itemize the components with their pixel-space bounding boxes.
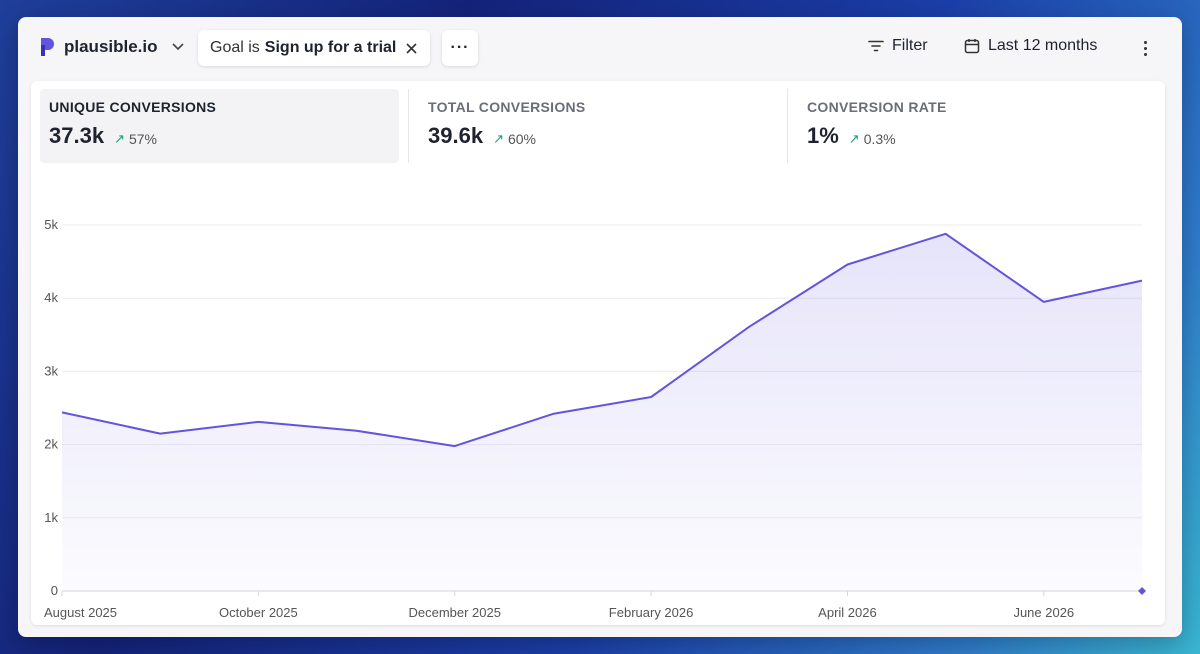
filter-label: Filter (892, 37, 928, 54)
arrow-up-right-icon: ↗ (848, 131, 860, 146)
metric-unique-conversions[interactable]: UNIQUE CONVERSIONS 37.3k ↗ 57% (40, 89, 399, 163)
x-tick-label: December 2025 (408, 605, 501, 620)
site-switcher[interactable]: plausible.io (38, 37, 184, 57)
current-period-marker (1138, 587, 1146, 595)
divider (408, 89, 409, 163)
series-area (62, 233, 1142, 592)
y-tick-label: 3k (44, 363, 58, 378)
y-tick-label: 5k (44, 217, 58, 232)
kebab-menu-icon[interactable] (1136, 37, 1154, 59)
chevron-down-icon (171, 43, 184, 51)
y-tick-label: 1k (44, 510, 58, 525)
metric-label: UNIQUE CONVERSIONS (49, 99, 217, 115)
more-label: ··· (450, 39, 470, 56)
metric-change: 57% (128, 131, 157, 147)
metric-conversion-rate[interactable]: CONVERSION RATE 1% ↗ 0.3% (798, 89, 1158, 163)
filter-button[interactable]: Filter (868, 37, 928, 55)
filter-value: Sign up for a trial (264, 39, 397, 56)
metric-total-conversions[interactable]: TOTAL CONVERSIONS 39.6k ↗ 60% (419, 89, 779, 163)
metric-label: TOTAL CONVERSIONS (428, 99, 586, 115)
top-bar: plausible.io Goal is Sign up for a trial… (18, 17, 1182, 79)
x-tick-label: February 2026 (609, 605, 694, 620)
plausible-logo-icon (41, 38, 54, 56)
dashboard-card: UNIQUE CONVERSIONS 37.3k ↗ 57% TOTAL CONV… (31, 81, 1165, 625)
y-tick-label: 4k (44, 290, 58, 305)
x-tick-label: April 2026 (818, 605, 877, 620)
calendar-icon (964, 39, 980, 54)
date-range-picker[interactable]: Last 12 months (964, 37, 1097, 55)
metric-value: 37.3k (49, 123, 105, 148)
site-name: plausible.io (64, 37, 158, 56)
x-tick-label: August 2025 (44, 605, 117, 620)
filter-icon (868, 40, 884, 52)
arrow-up-right-icon: ↗ (114, 131, 125, 146)
metric-change: 0.3% (863, 131, 896, 147)
more-filters-button[interactable]: ··· (442, 30, 478, 66)
conversions-chart[interactable]: 0 1k 2k 3k 4k 5k August 2025 October 2025 Decem… (31, 181, 1165, 621)
goal-filter-pill[interactable]: Goal is Sign up for a trial (198, 30, 430, 66)
app-window: plausible.io Goal is Sign up for a trial… (18, 17, 1182, 637)
y-tick-label: 0 (51, 583, 58, 598)
metric-value: 1% (807, 123, 839, 148)
series-line (61, 232, 1143, 448)
divider (787, 89, 788, 163)
close-icon[interactable] (406, 42, 417, 54)
metric-label: CONVERSION RATE (807, 99, 947, 115)
x-tick-label: June 2026 (1013, 605, 1074, 620)
filter-prefix: Goal is (210, 39, 260, 56)
date-range-label: Last 12 months (988, 37, 1098, 54)
x-tick-label: October 2025 (219, 605, 298, 620)
metric-value: 39.6k (428, 123, 484, 148)
arrow-up-right-icon: ↗ (493, 131, 504, 146)
y-tick-label: 2k (44, 437, 58, 452)
metric-change: 60% (507, 131, 536, 147)
